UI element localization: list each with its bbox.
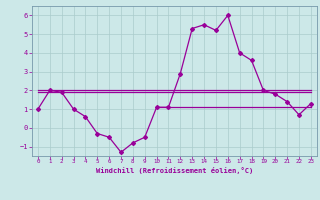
X-axis label: Windchill (Refroidissement éolien,°C): Windchill (Refroidissement éolien,°C) bbox=[96, 167, 253, 174]
